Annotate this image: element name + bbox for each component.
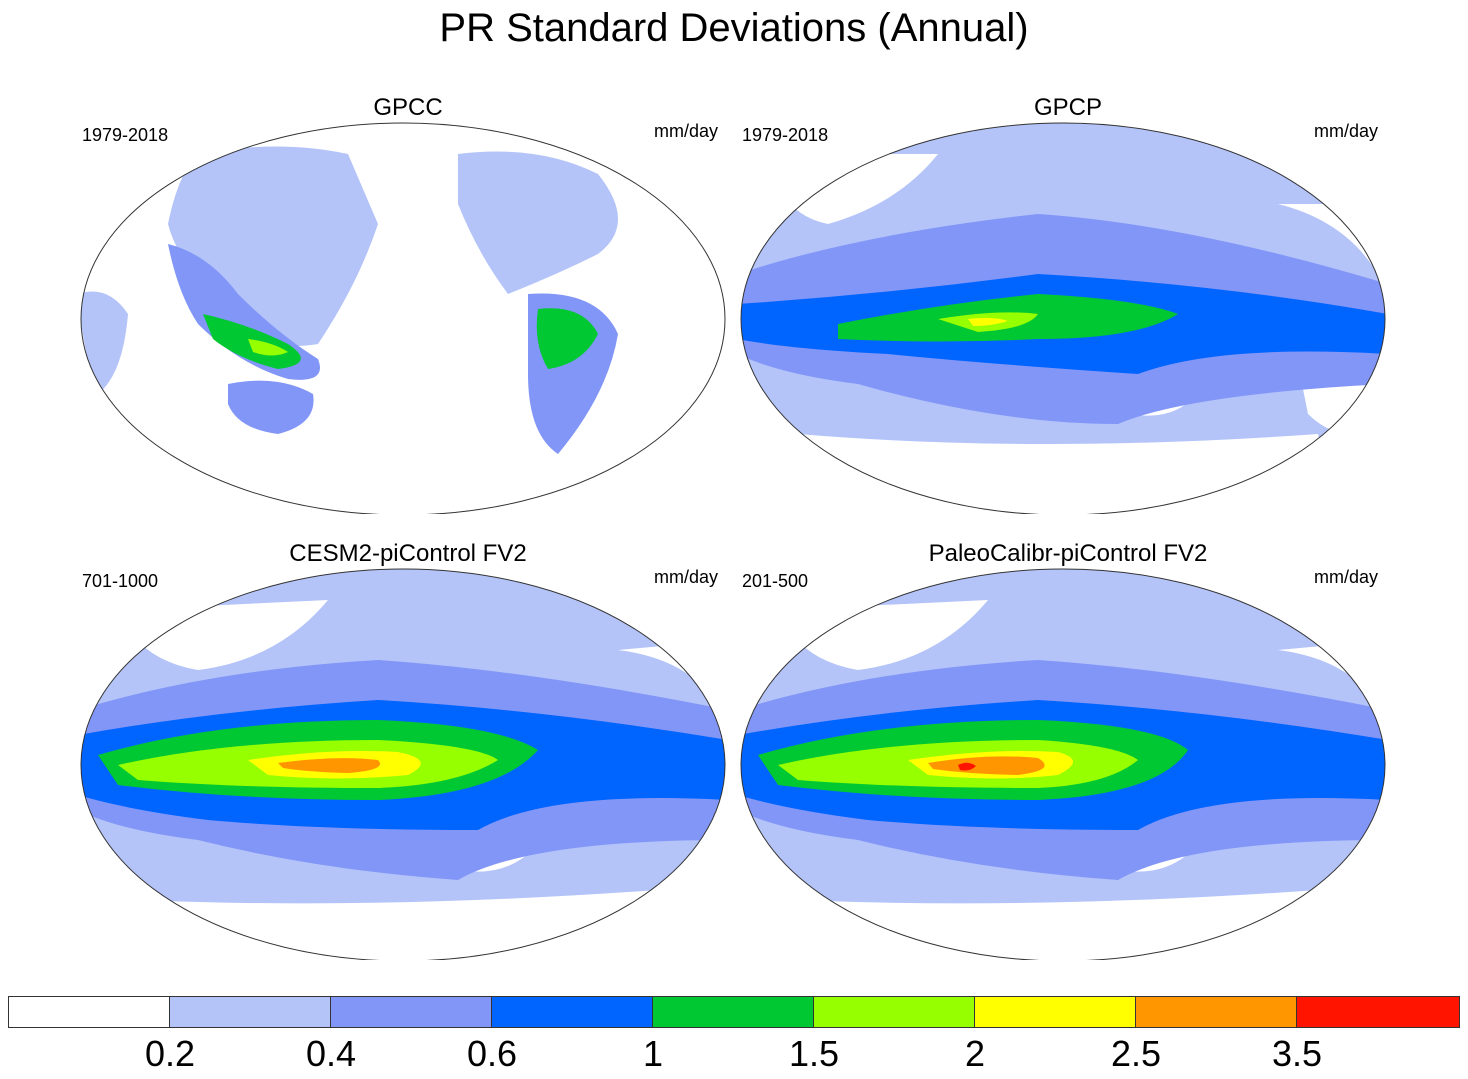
panel-title: GPCP bbox=[1033, 94, 1102, 121]
colorbar-label: 1.5 bbox=[788, 1033, 840, 1074]
units-label: mm/day bbox=[653, 121, 718, 141]
band-peak-red bbox=[958, 762, 976, 771]
colorbar bbox=[8, 996, 1460, 1030]
panel-title: PaleoCalibr-piControl FV2 bbox=[928, 540, 1208, 567]
figure-title: PR Standard Deviations (Annual) bbox=[439, 6, 1029, 50]
map-paleocalibr bbox=[740, 568, 1386, 960]
period-label: 701-1000 bbox=[82, 571, 159, 591]
period-label: 1979-2018 bbox=[742, 125, 829, 145]
units-label: mm/day bbox=[1313, 567, 1378, 587]
colorbar-box-0 bbox=[8, 996, 170, 1028]
precip-region-australia bbox=[228, 380, 314, 434]
map-gpcp bbox=[740, 122, 1386, 514]
panel-title: CESM2-piControl FV2 bbox=[289, 540, 527, 567]
colorbar-label: 0.6 bbox=[466, 1033, 518, 1074]
colorbar-label: 3.5 bbox=[1271, 1033, 1323, 1074]
precip-region-maritime-core bbox=[248, 339, 288, 356]
panel-title: GPCC bbox=[373, 94, 443, 121]
precip-region-amazon bbox=[536, 308, 598, 369]
period-label: 201-500 bbox=[742, 571, 809, 591]
band-extreme bbox=[928, 756, 1045, 775]
period-label: 1979-2018 bbox=[82, 125, 169, 145]
units-label: mm/day bbox=[653, 567, 718, 587]
colorbar-box-7 bbox=[1135, 996, 1297, 1028]
units-label: mm/day bbox=[1313, 121, 1378, 141]
panel-cesm2: CESM2-piControl FV2 701-1000 mm/day bbox=[78, 540, 738, 960]
panel-gpcc: GPCC 1979-2018 mm/day bbox=[78, 94, 738, 514]
panel-gpcp: GPCP 1979-2018 mm/day bbox=[738, 94, 1398, 514]
dry-region-south bbox=[778, 434, 1338, 514]
colorbar-label: 0.4 bbox=[305, 1033, 357, 1074]
colorbar-box-2 bbox=[330, 996, 492, 1028]
colorbar-box-5 bbox=[813, 996, 975, 1028]
panel-paleocalibr: PaleoCalibr-piControl FV2 201-500 mm/day bbox=[738, 540, 1398, 960]
precip-region-namerica bbox=[458, 151, 618, 294]
colorbar-label: 2 bbox=[964, 1033, 986, 1074]
map-cesm2 bbox=[80, 568, 726, 960]
colorbar-label: 1 bbox=[642, 1033, 664, 1074]
band-extreme bbox=[278, 758, 380, 773]
colorbar-label: 0.2 bbox=[144, 1033, 196, 1074]
band-max bbox=[968, 317, 1008, 326]
colorbar-box-3 bbox=[491, 996, 653, 1028]
colorbar-box-1 bbox=[169, 996, 331, 1028]
map-gpcc bbox=[80, 122, 726, 514]
colorbar-label: 2.5 bbox=[1110, 1033, 1162, 1074]
colorbar-box-6 bbox=[974, 996, 1136, 1028]
colorbar-box-8 bbox=[1296, 996, 1460, 1028]
colorbar-box-4 bbox=[652, 996, 814, 1028]
